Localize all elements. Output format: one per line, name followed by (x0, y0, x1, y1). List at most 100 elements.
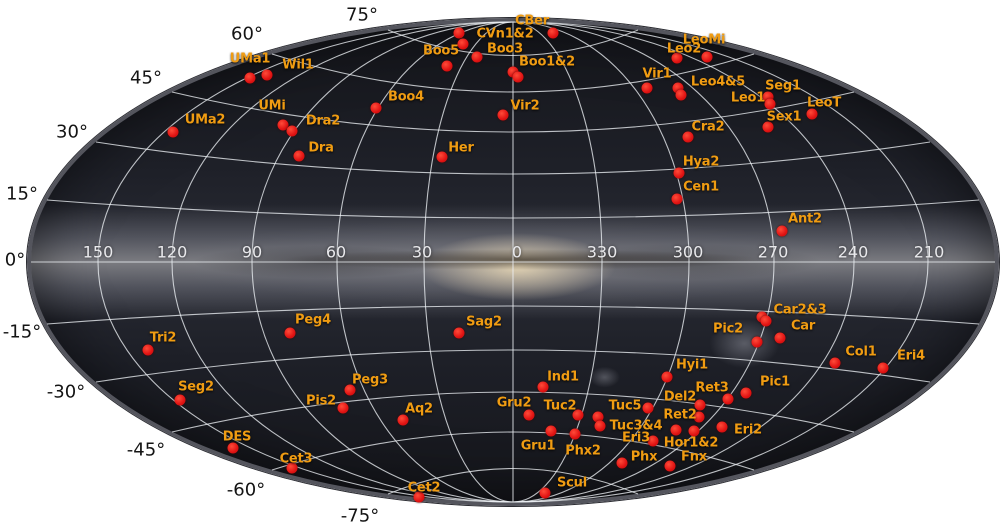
galaxy-dot (537, 381, 549, 393)
longitude-tick: 90 (241, 242, 263, 262)
galaxy-label: Sex1 (766, 109, 802, 125)
galaxy-dot (762, 121, 774, 133)
galaxy-label: Gru1 (520, 438, 556, 454)
latitude-tick: 15° (6, 183, 38, 205)
galaxy-label: Phx2 (565, 443, 601, 459)
galaxy-label: UMa2 (184, 112, 226, 128)
galaxy-label: Dra2 (305, 113, 341, 129)
meridian-line (171, 21, 514, 503)
meridian-line (423, 21, 514, 503)
galaxy-label: Sag2 (466, 314, 502, 330)
galaxy-label: DES (222, 429, 252, 445)
longitude-tick: 210 (913, 242, 945, 262)
galaxy-dot (641, 82, 653, 94)
galaxy-dot (539, 487, 551, 499)
galaxy-dot (436, 151, 448, 163)
meridian-line (512, 21, 929, 503)
galaxy-label: Tuc3&4 (609, 418, 663, 434)
galaxy-dot (244, 72, 256, 84)
galaxy-label: Tuc5 (608, 398, 642, 414)
galaxy-dot (174, 394, 186, 406)
galaxy-dot (293, 150, 305, 162)
meridian-line (512, 21, 603, 503)
galaxy-label: Pic1 (760, 374, 790, 390)
galaxy-dot (397, 414, 409, 426)
galaxy-label: UMi (258, 98, 286, 114)
longitude-tick: 270 (757, 242, 789, 262)
galaxy-dot (701, 51, 713, 63)
galaxy-label: LeoMi (682, 32, 726, 48)
galaxy-dot (751, 336, 763, 348)
latitude-tick: 60° (231, 23, 263, 45)
meridian-line (251, 21, 514, 503)
galaxy-label: Leo4&5 (690, 74, 746, 90)
galaxy-dot (688, 425, 700, 437)
galaxy-label: Seg2 (178, 379, 214, 395)
galaxy-dot (675, 89, 687, 101)
latitude-tick: -75° (340, 505, 380, 527)
galaxy-dot (370, 102, 382, 114)
galaxy-label: Eri2 (734, 422, 762, 438)
meridian-line (512, 21, 775, 503)
galaxy-dot (413, 491, 425, 503)
galaxy-dot (512, 71, 524, 83)
galaxy-label: Ind1 (547, 369, 579, 385)
galaxy-label: Ret3 (695, 380, 729, 396)
latitude-tick: -15° (2, 321, 42, 343)
meridian-line (512, 21, 855, 503)
galaxy-dot (877, 362, 889, 374)
galaxy-label: Aq2 (405, 401, 433, 417)
galaxy-label: LeoT (806, 95, 842, 111)
galaxy-label: Col1 (845, 344, 877, 360)
longitude-tick: 300 (672, 242, 704, 262)
longitude-tick: 240 (837, 242, 869, 262)
latitude-tick: -45° (126, 439, 166, 461)
galaxy-label: CVn1&2 (476, 26, 534, 42)
galaxy-label: Eri3 (622, 430, 650, 446)
galaxy-label: Leo2 (666, 41, 702, 57)
galaxy-dot (545, 425, 557, 437)
galaxy-label: Boo5 (422, 43, 460, 59)
galaxy-dot (337, 402, 349, 414)
galaxy-dot (284, 327, 296, 339)
galaxy-label: Tuc2 (543, 398, 577, 414)
galaxy-dot (441, 60, 453, 72)
galaxy-dot (507, 66, 519, 78)
galaxy-label: Cen1 (683, 179, 719, 195)
galaxy-dot (774, 332, 786, 344)
galaxy-label: UMa1 (229, 51, 271, 67)
longitude-tick: 120 (156, 242, 188, 262)
latitude-tick: 0° (4, 249, 26, 271)
galaxy-dot (286, 125, 298, 137)
galaxy-dot (523, 409, 535, 421)
galaxy-dot (776, 225, 788, 237)
galaxy-label: Ant2 (788, 211, 822, 227)
meridian-line (97, 21, 514, 503)
galaxy-label: Cra2 (691, 119, 725, 135)
galaxy-dot (261, 69, 273, 81)
galaxy-label: Vir1 (642, 66, 672, 82)
galaxy-label: Pic2 (713, 321, 743, 337)
galaxy-label: Gru2 (496, 395, 532, 411)
galaxy-dot (671, 193, 683, 205)
galaxy-label: Dra (308, 140, 334, 156)
longitude-tick: 150 (82, 242, 114, 262)
galaxy-dot (344, 384, 356, 396)
latitude-tick: 30° (56, 121, 88, 143)
galaxy-dot (167, 126, 179, 138)
galaxy-dot (671, 52, 683, 64)
galaxy-label: Del2 (663, 389, 697, 405)
galaxy-label: Boo4 (387, 89, 425, 105)
galaxy-label: Car (790, 318, 816, 334)
galaxy-dot (673, 167, 685, 179)
galaxy-dot (569, 428, 581, 440)
galaxy-dot (722, 393, 734, 405)
longitude-tick: 330 (586, 242, 618, 262)
galaxy-dot (664, 460, 676, 472)
galaxy-dot (760, 315, 772, 327)
galaxy-dot (829, 357, 841, 369)
galaxy-dot (286, 462, 298, 474)
galaxy-dot (670, 424, 682, 436)
longitude-tick: 60 (325, 242, 347, 262)
